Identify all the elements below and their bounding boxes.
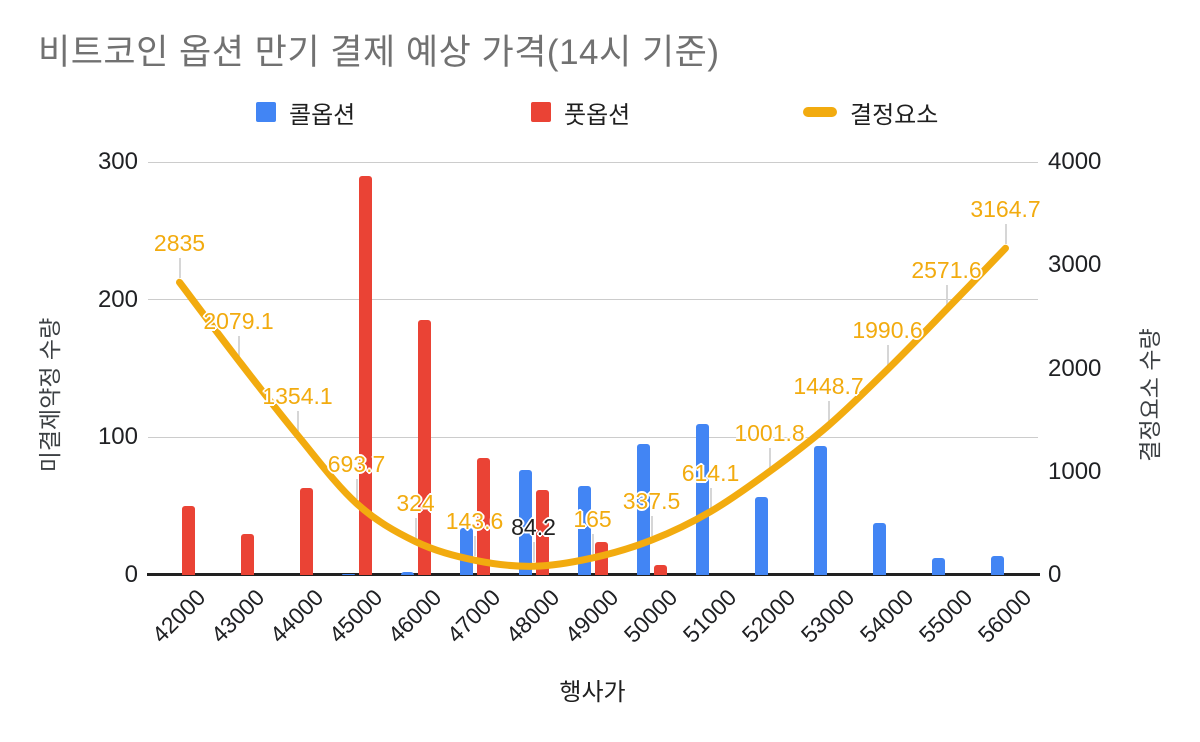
annotation-stem <box>473 536 476 557</box>
line-value-label: 693.7 <box>327 451 386 478</box>
call-option-bar <box>400 572 414 575</box>
call-option-bar <box>577 485 591 575</box>
put-option-bar <box>358 175 372 575</box>
right-axis-tick: 2000 <box>1048 354 1102 382</box>
call-option-bar <box>931 558 945 575</box>
call-option-bar <box>459 528 473 575</box>
gridline <box>148 299 1038 301</box>
x-axis-tick: 53000 <box>795 584 859 648</box>
line-value-label: 324 <box>396 489 435 516</box>
call-option-bar <box>990 555 1004 575</box>
annotation-stem <box>709 487 712 508</box>
legend-item-factor: 결정요소 <box>803 99 938 129</box>
x-axis-tick: 46000 <box>382 584 446 648</box>
line-value-label: 2571.6 <box>911 257 982 284</box>
x-axis-title: 행사가 <box>559 679 626 706</box>
x-axis-tick: 45000 <box>323 584 387 648</box>
annotation-stem <box>296 411 299 432</box>
put-option-bar <box>417 320 431 575</box>
gridline <box>148 161 1038 163</box>
left-axis-title: 미결제약정 수량 <box>37 317 63 473</box>
put-option-bar <box>240 533 254 575</box>
annotation-stem <box>355 479 358 500</box>
x-axis-tick: 51000 <box>677 584 741 648</box>
legend-item-call: 콜옵션 <box>256 99 355 129</box>
x-axis-tick: 52000 <box>736 584 800 648</box>
factor-line <box>176 244 1009 570</box>
annotation-stem <box>945 285 948 306</box>
call-option-bar <box>695 423 709 575</box>
x-axis-tick: 47000 <box>441 584 505 648</box>
put-option-bar <box>476 457 490 575</box>
right-axis-tick: 0 <box>1048 561 1062 588</box>
right-axis-tick: 4000 <box>1048 148 1102 175</box>
line-value-label: 614.1 <box>681 459 740 486</box>
left-axis-tick: 0 <box>124 561 138 588</box>
x-axis-tick: 54000 <box>854 584 918 648</box>
factor-series-line-icon <box>803 107 837 117</box>
chart-title: 비트코인 옵션 만기 결제 예상 가격(14시 기준) <box>38 33 720 72</box>
annotation-stem <box>886 345 889 366</box>
legend-label-call: 콜옵션 <box>289 101 356 129</box>
put-series-swatch-icon <box>531 102 551 122</box>
left-axis-tick: 100 <box>97 423 138 451</box>
line-value-label: 143.6 <box>445 508 504 535</box>
call-series-swatch-icon <box>256 102 276 122</box>
annotation-stem <box>178 258 181 279</box>
call-option-bar <box>754 496 768 575</box>
right-axis-tick: 3000 <box>1048 251 1102 279</box>
call-option-bar <box>341 573 355 575</box>
x-axis-tick: 49000 <box>559 584 623 648</box>
factor-line-path <box>176 244 1009 570</box>
line-value-label: 1354.1 <box>262 383 333 410</box>
left-axis-tick: 300 <box>97 148 138 175</box>
legend-item-put: 풋옵션 <box>531 99 630 129</box>
x-axis-tick: 50000 <box>618 584 682 648</box>
annotation-stem <box>591 533 594 554</box>
line-value-label: 1990.6 <box>852 317 923 344</box>
put-option-bar <box>181 506 195 575</box>
put-option-bar <box>299 488 313 575</box>
plot-area: 2835 2079.1 1354.1 693.7 324 143.6 84.2 165 337.… <box>147 161 1041 576</box>
line-value-label: 337.5 <box>622 488 681 515</box>
x-axis-tick: 56000 <box>972 584 1036 648</box>
x-axis-tick: 44000 <box>264 584 328 648</box>
legend-label-factor: 결정요소 <box>850 101 939 129</box>
line-value-label: 1448.7 <box>793 373 864 400</box>
put-option-bar <box>535 489 549 575</box>
x-axis-tick: 48000 <box>500 584 564 648</box>
line-value-label: 1001.8 <box>734 419 805 446</box>
call-option-bar <box>813 445 827 575</box>
x-axis-tick: 43000 <box>205 584 269 648</box>
line-value-label: 165 <box>573 505 612 532</box>
x-axis-tick: 55000 <box>913 584 977 648</box>
call-option-bar <box>872 522 886 575</box>
x-axis-line <box>147 573 1040 576</box>
x-axis-tick: 42000 <box>146 584 210 648</box>
annotation-stem <box>237 336 240 357</box>
line-value-label: 2079.1 <box>203 308 274 335</box>
line-value-label: 3164.7 <box>970 196 1041 223</box>
annotation-stem <box>414 517 417 538</box>
right-axis-tick: 1000 <box>1048 457 1102 485</box>
put-option-bar <box>653 565 667 575</box>
legend-label-put: 풋옵션 <box>564 101 631 129</box>
right-axis-title: 결정요소 수량 <box>1137 328 1163 462</box>
line-value-label: 84.2 <box>511 514 556 541</box>
line-value-label: 2835 <box>153 230 206 257</box>
gridline <box>148 436 1038 438</box>
annotation-stem <box>768 447 771 468</box>
annotation-stem <box>827 401 830 422</box>
annotation-stem <box>650 516 653 537</box>
annotation-stem <box>532 542 535 563</box>
left-axis-tick: 200 <box>97 285 138 313</box>
annotation-stem <box>1004 224 1007 245</box>
call-option-bar <box>518 470 532 575</box>
